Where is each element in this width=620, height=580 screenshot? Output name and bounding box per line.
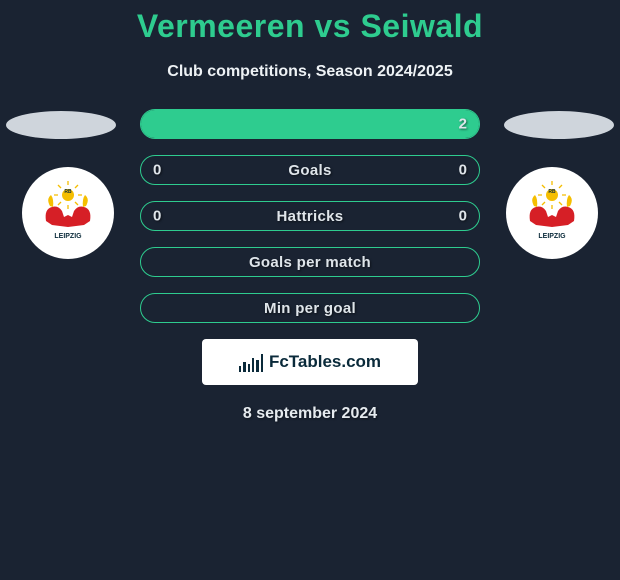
brand-box[interactable]: FcTables.com [202,339,418,385]
stat-row: Min per goal [140,293,480,323]
stat-label: Hattricks [277,208,344,225]
stat-row: 0 Goals 0 [140,155,480,185]
rb-leipzig-icon: RB LEIPZIG [36,181,100,245]
comparison-card: Vermeeren vs Seiwald Club competitions, … [0,0,620,423]
stat-row: 0 Hattricks 0 [140,201,480,231]
brand-text: FcTables.com [269,352,381,372]
rb-leipzig-icon: RB LEIPZIG [520,181,584,245]
player-right-avatar-shadow [504,111,614,139]
svg-text:LEIPZIG: LEIPZIG [538,233,566,240]
page-title: Vermeeren vs Seiwald [0,8,620,45]
stat-row: Matches2 [140,109,480,139]
stat-fill [141,110,479,138]
stat-value-left: 0 [153,162,161,179]
stat-label: Min per goal [264,300,356,317]
stat-row: Goals per match [140,247,480,277]
svg-text:RB: RB [64,189,72,195]
stat-label: Goals [288,162,331,179]
svg-text:LEIPZIG: LEIPZIG [54,233,82,240]
stat-label: Goals per match [249,254,371,271]
subtitle: Club competitions, Season 2024/2025 [0,63,620,81]
club-logo-left: RB LEIPZIG [22,167,114,259]
stat-value-right: 2 [459,116,467,133]
club-logo-right: RB LEIPZIG [506,167,598,259]
stat-value-right: 0 [459,208,467,225]
svg-text:RB: RB [548,189,556,195]
player-left-avatar-shadow [6,111,116,139]
stats-area: RB LEIPZIG RB LEIPZIG Ma [0,109,620,323]
bar-chart-icon [239,352,263,372]
stat-value-left: 0 [153,208,161,225]
date-text: 8 september 2024 [0,405,620,423]
stat-rows: Matches2 0 Goals 0 0 Hattricks 0 Goals per matc… [140,109,480,323]
stat-value-right: 0 [459,162,467,179]
